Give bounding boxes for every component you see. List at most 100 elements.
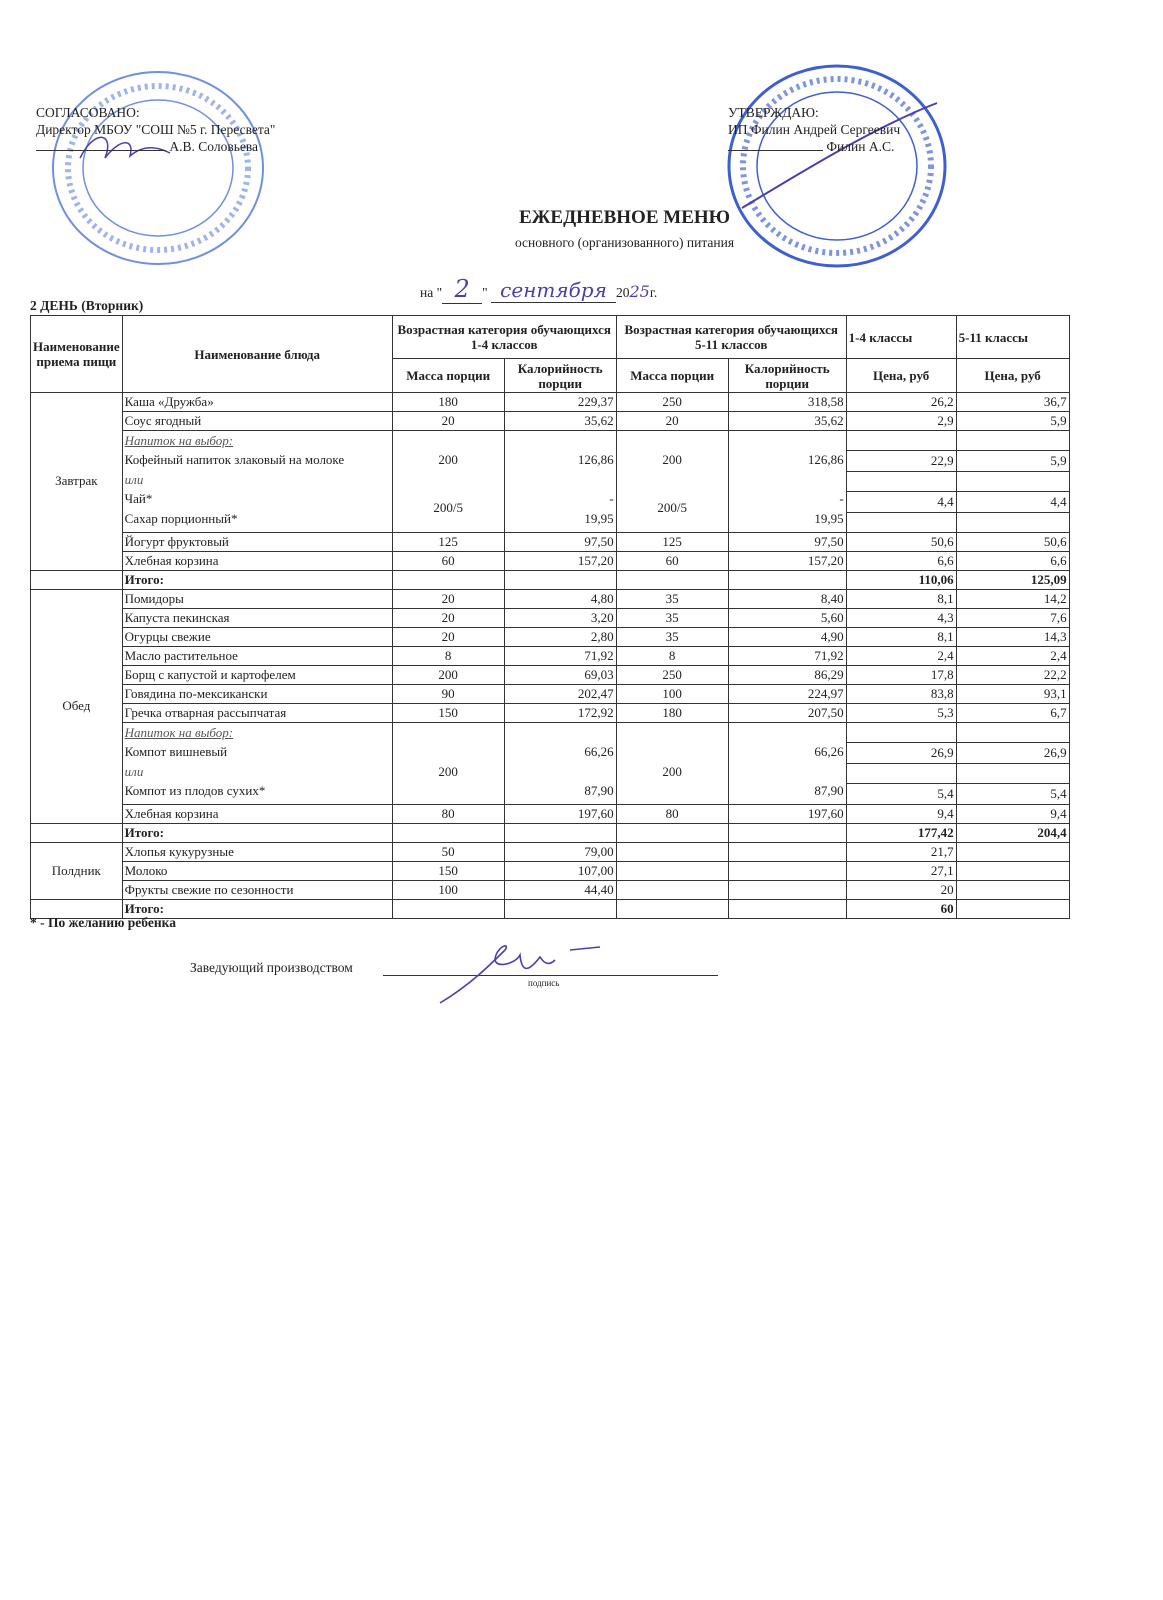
calories-5-11: 8,40: [727, 588, 847, 609]
date-month: сентября: [491, 278, 616, 303]
header-group-5-11: Возрастная категория обучающихся 5-11 кл…: [615, 315, 847, 359]
value-line: 22,9: [846, 451, 956, 472]
value-line: [393, 723, 504, 742]
header-meal: Наименование приема пищи: [30, 315, 123, 393]
approval-left-name: А.В. Соловьева: [36, 138, 275, 155]
calories-5-11: 35,62: [727, 411, 847, 431]
total-price-5-11: 204,4: [955, 822, 1070, 843]
mass-1-4: 60: [391, 550, 505, 571]
value-line: -: [609, 491, 614, 507]
value-line: [846, 472, 956, 493]
day-label: 2 ДЕНЬ (Вторник): [30, 298, 144, 313]
date-line: на " 2 " сентября 2025г.: [420, 275, 658, 304]
price-5-11: 5,9: [955, 411, 1070, 431]
drink-choice-row: Напиток на выбор: Компот вишневый или Компо…: [31, 721, 1070, 805]
mass-5-11: 200 200/5: [615, 430, 729, 533]
value-line: [617, 781, 728, 800]
mass-5-11: [615, 879, 729, 900]
table-row: Обед Помидоры 20 4,80 35 8,40 8,1 14,2: [30, 588, 1070, 824]
calories-1-4: 44,40: [503, 879, 617, 900]
value-line: 4,4: [956, 492, 1069, 513]
mass-1-4: 100: [391, 879, 505, 900]
dish-name: Борщ с капустой и картофелем: [121, 664, 393, 685]
calories-5-11: 157,20: [727, 550, 847, 571]
price-1-4: 27,1: [845, 860, 957, 881]
dish-name: Говядина по-мексикански: [121, 683, 393, 704]
value-line: [956, 431, 1069, 452]
empty-cell: [391, 569, 505, 590]
empty-cell: [503, 898, 617, 919]
header-calories-1-4: Калорийность порции: [503, 358, 617, 393]
calories-1-4: 126,86 - 19,95: [503, 430, 617, 533]
calories-5-11: 4,90: [727, 626, 847, 647]
dish-choice: Напиток на выбор: Компот вишневый или Компо…: [121, 721, 393, 805]
table-row: Молоко 150 107,00 27,1: [31, 860, 1070, 881]
mass-5-11: [615, 860, 729, 881]
dish-choice: Напиток на выбор: Кофейный напиток злаков…: [121, 430, 393, 533]
calories-1-4: 172,92: [503, 702, 617, 723]
value-line: 5,4: [1050, 786, 1067, 802]
price-1-4: 4,3: [845, 607, 957, 628]
calories-1-4: 229,37: [503, 392, 617, 412]
table-row: Йогурт фруктовый 125 97,50 125 97,50 50,6 50,6: [31, 531, 1070, 552]
value-line: [393, 431, 504, 450]
price-5-11: 5,9 4,4: [955, 430, 1070, 533]
dish-line: Напиток на выбор:: [124, 433, 234, 448]
value-line: [393, 781, 504, 800]
header-price-5-11-group: 5-11 классы: [955, 315, 1070, 359]
table-row: Фрукты свежие по сезонности 100 44,40 20: [31, 879, 1070, 900]
calories-5-11: 197,60: [727, 803, 847, 824]
calories-5-11: [727, 879, 847, 900]
mass-1-4: 50: [391, 841, 505, 862]
price-1-4: 26,2: [845, 392, 957, 412]
table-row: Полдник Хлопья кукурузные 50 79,00 21,7: [30, 841, 1070, 900]
price-5-11: 50,6: [955, 531, 1070, 552]
value-line: 5,9: [956, 451, 1069, 472]
table-row: Говядина по-мексикански 90 202,47 100 224,97…: [31, 683, 1070, 704]
calories-1-4: 35,62: [503, 411, 617, 431]
calories-5-11: 318,58: [727, 392, 847, 412]
total-row: Итого: 60: [30, 898, 1070, 919]
dish-line: или: [124, 471, 144, 487]
value-line: [505, 470, 616, 489]
date-day: 2: [442, 275, 483, 304]
value-line: [617, 742, 728, 761]
company-stamp: [727, 64, 947, 268]
dish-line: Напиток на выбор:: [124, 724, 234, 740]
value-line: 5,4: [937, 786, 954, 802]
mass-5-11: 80: [615, 803, 729, 824]
value-line: [393, 742, 504, 761]
calories-1-4: 71,92: [503, 645, 617, 666]
price-5-11: 6,7: [955, 702, 1070, 723]
value-line: 200: [662, 452, 682, 468]
signature-caption: подпись: [528, 978, 560, 988]
mass-1-4: 200 200/5: [391, 430, 505, 533]
calories-5-11: 5,60: [727, 607, 847, 628]
dish-name: Масло растительное: [121, 645, 393, 666]
mass-5-11: 250: [615, 664, 729, 685]
dish-line: Сахар порционный*: [124, 510, 238, 526]
total-price-1-4: 177,42: [845, 822, 957, 843]
calories-1-4: 69,03: [503, 664, 617, 685]
price-1-4: 50,6: [845, 531, 957, 552]
mass-5-11: 60: [615, 550, 729, 571]
meal-name: Обед: [30, 588, 123, 824]
total-label: Итого:: [121, 898, 393, 919]
value-line: [505, 723, 616, 742]
value-line: 200: [662, 763, 682, 779]
mass-1-4: 200: [391, 664, 505, 685]
table-row: Хлебная корзина 80 197,60 80 197,60 9,4 9,4: [31, 803, 1070, 824]
calories-5-11: 66,26 87,90: [727, 721, 847, 805]
calories-1-4: 97,50: [503, 531, 617, 552]
value-line: 19,95: [584, 510, 614, 526]
total-row: Итого: 177,42 204,4: [30, 822, 1070, 843]
price-5-11: 93,1: [955, 683, 1070, 704]
dish-line: или: [124, 763, 144, 779]
document-subtitle: основного (организованного) питания: [514, 235, 735, 250]
signature-manager: [439, 945, 601, 1004]
calories-1-4: 79,00: [503, 841, 617, 862]
drink-choice-row: Напиток на выбор: Кофейный напиток злаков…: [31, 430, 1070, 533]
dish-name: Хлебная корзина: [121, 550, 393, 571]
value-line: [956, 472, 1069, 493]
empty-cell: [727, 822, 847, 843]
